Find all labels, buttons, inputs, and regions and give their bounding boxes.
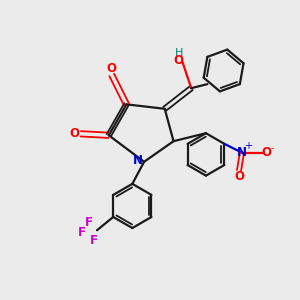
Text: O: O	[174, 54, 184, 67]
Text: N: N	[133, 154, 142, 167]
Text: F: F	[78, 226, 86, 239]
Text: -: -	[271, 143, 274, 153]
Text: +: +	[244, 141, 252, 151]
Text: O: O	[234, 170, 244, 183]
Text: O: O	[261, 146, 271, 159]
Text: O: O	[69, 127, 79, 140]
Text: H: H	[175, 48, 183, 59]
Text: F: F	[90, 234, 98, 247]
Text: F: F	[85, 216, 93, 230]
Text: N: N	[237, 146, 247, 159]
Text: O: O	[107, 62, 117, 75]
